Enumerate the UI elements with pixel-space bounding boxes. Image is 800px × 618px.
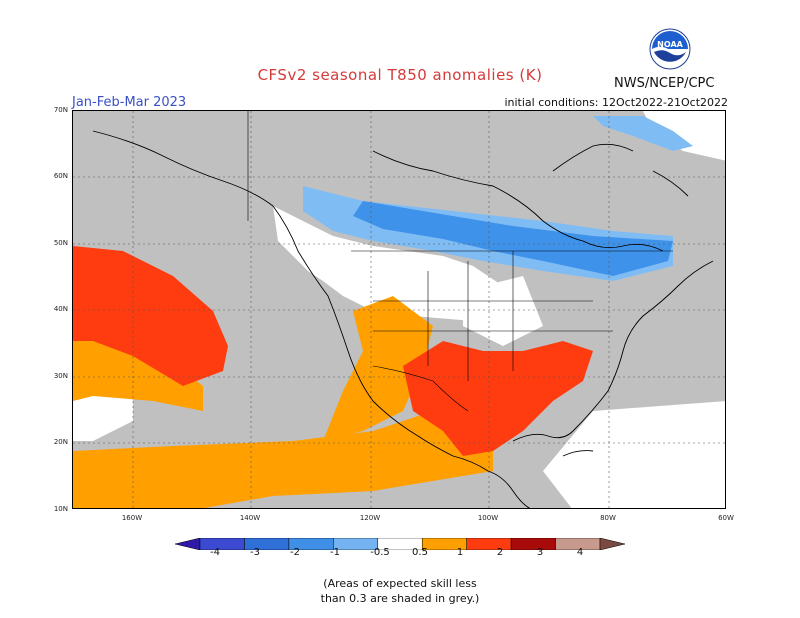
colorbar-label-2: 2 <box>496 547 504 558</box>
colorbar-label-05: 0.5 <box>412 547 428 558</box>
political-borders <box>247 111 673 412</box>
chart-title: CFSv2 seasonal T850 anomalies (K) <box>257 66 543 84</box>
white-region-plains <box>463 276 543 346</box>
orange-pacific-south <box>73 411 493 508</box>
colorbar-label-m05: -0.5 <box>370 547 390 558</box>
lon-label-140w: 140W <box>239 514 261 522</box>
lat-label-10n: 10N <box>53 505 68 513</box>
orange-pacific-north <box>73 331 203 411</box>
footnote-line-2: than 0.3 are shaded in grey.) <box>320 592 480 605</box>
colorbar-svg <box>174 537 626 551</box>
lat-label-70n: 70N <box>53 106 68 114</box>
footnote-line-1: (Areas of expected skill less <box>323 577 477 590</box>
colorbar-arrow-left <box>174 537 201 551</box>
colorbar-arrow-right <box>599 537 626 551</box>
lon-label-120w: 120W <box>359 514 381 522</box>
colorbar-label-m4: -4 <box>210 547 220 558</box>
orange-mexico-west <box>323 296 433 441</box>
anomaly-map-svg <box>73 111 725 508</box>
initial-conditions-label: initial conditions: 12Oct2022-21Oct2022 <box>504 96 728 109</box>
organization-label: NWS/NCEP/CPC <box>614 76 715 91</box>
lon-label-80w: 80W <box>600 514 616 522</box>
red-south-us <box>403 341 593 456</box>
colorbar <box>174 535 626 551</box>
light-blue-north <box>593 116 693 151</box>
lat-label-20n: 20N <box>53 438 68 446</box>
blue-core <box>353 201 673 276</box>
noaa-logo-icon: NOAA <box>649 28 691 70</box>
colorbar-label-m1: -1 <box>330 547 340 558</box>
lat-label-60n: 60N <box>53 172 68 180</box>
graticule <box>73 111 725 508</box>
logo-text: NOAA <box>657 40 683 49</box>
season-label: Jan-Feb-Mar 2023 <box>72 95 187 110</box>
white-region-caribbean <box>543 401 725 508</box>
skill-footnote: (Areas of expected skill less than 0.3 a… <box>0 576 800 606</box>
white-region-atlantic-north <box>643 111 725 161</box>
colorbar-label-4: 4 <box>576 547 584 558</box>
lat-label-30n: 30N <box>53 372 68 380</box>
white-region-west <box>273 206 503 321</box>
lat-label-50n: 50N <box>53 239 68 247</box>
colorbar-label-3: 3 <box>536 547 544 558</box>
colorbar-label-m2: -2 <box>290 547 300 558</box>
lon-label-60w: 60W <box>718 514 734 522</box>
lon-label-100w: 100W <box>477 514 499 522</box>
lat-label-40n: 40N <box>53 305 68 313</box>
coastlines <box>92 130 714 508</box>
red-pacific <box>73 246 228 386</box>
anomaly-map <box>72 110 726 509</box>
colorbar-label-m3: -3 <box>250 547 260 558</box>
colorbar-label-1: 1 <box>456 547 464 558</box>
lon-label-160w: 160W <box>121 514 143 522</box>
